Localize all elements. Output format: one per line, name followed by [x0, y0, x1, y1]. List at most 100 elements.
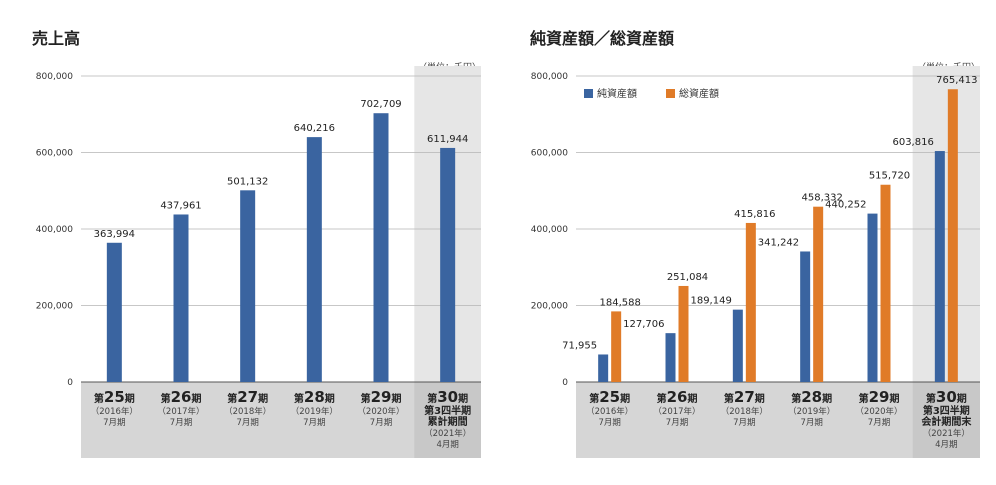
category-subline: （2020年）: [357, 406, 404, 417]
data-label: 251,084: [667, 272, 708, 283]
category-subline: （2018年）: [721, 406, 768, 417]
category-suffix: 期: [125, 392, 135, 405]
bar: [106, 242, 122, 382]
category-suffix: 期: [889, 392, 899, 405]
data-label: 189,149: [690, 296, 731, 307]
data-label: 437,961: [160, 200, 201, 211]
legend-swatch: [584, 89, 593, 98]
category-number: 27: [734, 388, 755, 406]
category-prefix: 第: [227, 392, 237, 405]
y-tick-label: 0: [562, 378, 568, 388]
data-label: 501,132: [227, 176, 268, 187]
assets-bar-chart: 純資産額／総資産額（単位：千円）0200,000400,000600,00080…: [530, 29, 980, 458]
bar: [934, 151, 945, 382]
category-subline: （2021年）: [923, 428, 970, 439]
category-number: 25: [104, 388, 125, 406]
y-tick-label: 0: [67, 378, 73, 388]
category-suffix: 期: [620, 392, 630, 405]
category-subline: （2017年）: [157, 406, 204, 417]
data-label: 415,816: [734, 209, 775, 220]
legend-label: 純資産額: [597, 87, 637, 100]
bar: [800, 251, 811, 382]
data-label: 184,588: [599, 297, 640, 308]
bar: [678, 285, 689, 382]
category-label: 第27期: [227, 388, 268, 406]
category-prefix: 第: [859, 392, 869, 405]
data-label: 341,242: [758, 237, 799, 248]
category-suffix: 期: [325, 392, 335, 405]
category-suffix: 期: [822, 392, 832, 405]
category-subline: 7月期: [666, 418, 688, 428]
category-prefix: 第: [161, 392, 171, 405]
bar: [306, 137, 322, 382]
bar: [745, 222, 756, 382]
category-number: 27: [237, 388, 258, 406]
bar: [440, 147, 456, 382]
bar: [665, 333, 676, 382]
category-label: 第26期: [657, 388, 698, 406]
category-label: 第30期: [427, 388, 468, 406]
category-number: 28: [801, 388, 822, 406]
category-label: 第29期: [859, 388, 900, 406]
category-number: 29: [869, 388, 890, 406]
category-subline: 第3四半期: [424, 404, 471, 417]
category-subline: 7月期: [598, 418, 620, 428]
category-number: 26: [667, 388, 688, 406]
category-prefix: 第: [589, 392, 599, 405]
category-label: 第26期: [161, 388, 202, 406]
category-subline: 累計期間: [428, 415, 468, 428]
bar: [867, 213, 878, 382]
category-subline: （2017年）: [653, 406, 700, 417]
category-suffix: 期: [258, 392, 268, 405]
data-label: 127,706: [623, 319, 664, 330]
category-subline: （2018年）: [224, 406, 271, 417]
category-label: 第30期: [926, 388, 967, 406]
y-tick-label: 600,000: [531, 149, 568, 159]
category-prefix: 第: [427, 392, 437, 405]
category-number: 26: [171, 388, 192, 406]
data-label: 515,720: [869, 171, 910, 182]
category-subline: （2019年）: [788, 406, 835, 417]
category-label: 第29期: [361, 388, 402, 406]
data-label: 458,332: [801, 193, 842, 204]
category-subline: 4月期: [935, 440, 957, 450]
y-tick-label: 600,000: [36, 149, 73, 159]
assets-chart-panel: 純資産額／総資産額（単位：千円）0200,000400,000600,00080…: [498, 0, 996, 485]
category-prefix: 第: [724, 392, 734, 405]
category-label: 第28期: [791, 388, 832, 406]
bar: [373, 113, 389, 382]
legend-label: 総資産額: [679, 87, 719, 100]
chart-title: 純資産額／総資産額: [530, 29, 674, 48]
y-tick-label: 400,000: [531, 225, 568, 235]
y-tick-label: 200,000: [36, 302, 73, 312]
category-prefix: 第: [926, 392, 936, 405]
category-suffix: 期: [957, 392, 967, 405]
category-prefix: 第: [657, 392, 667, 405]
category-label: 第27期: [724, 388, 765, 406]
legend-swatch: [666, 89, 675, 98]
category-subline: 会計期間末: [921, 415, 972, 428]
category-subline: 第3四半期: [923, 404, 970, 417]
category-number: 29: [371, 388, 392, 406]
y-tick-label: 800,000: [531, 72, 568, 82]
bar: [880, 184, 891, 382]
sales-chart-panel: 売上高（単位：千円）0200,000400,000600,000800,0003…: [32, 29, 481, 458]
category-label: 第25期: [589, 388, 630, 406]
bar: [947, 89, 958, 383]
category-number: 30: [437, 388, 458, 406]
bar: [173, 214, 189, 382]
category-band-highlight: [414, 382, 481, 458]
category-number: 25: [599, 388, 620, 406]
category-subline: （2020年）: [855, 406, 902, 417]
category-suffix: 期: [391, 392, 401, 405]
data-label: 640,216: [294, 123, 335, 134]
category-prefix: 第: [94, 392, 104, 405]
y-tick-label: 400,000: [36, 225, 73, 235]
category-subline: 7月期: [733, 418, 755, 428]
category-subline: 7月期: [800, 418, 822, 428]
highlight-column: [912, 66, 980, 382]
y-tick-label: 200,000: [531, 302, 568, 312]
bar: [813, 206, 824, 382]
category-prefix: 第: [791, 392, 801, 405]
data-label: 611,944: [427, 134, 468, 145]
